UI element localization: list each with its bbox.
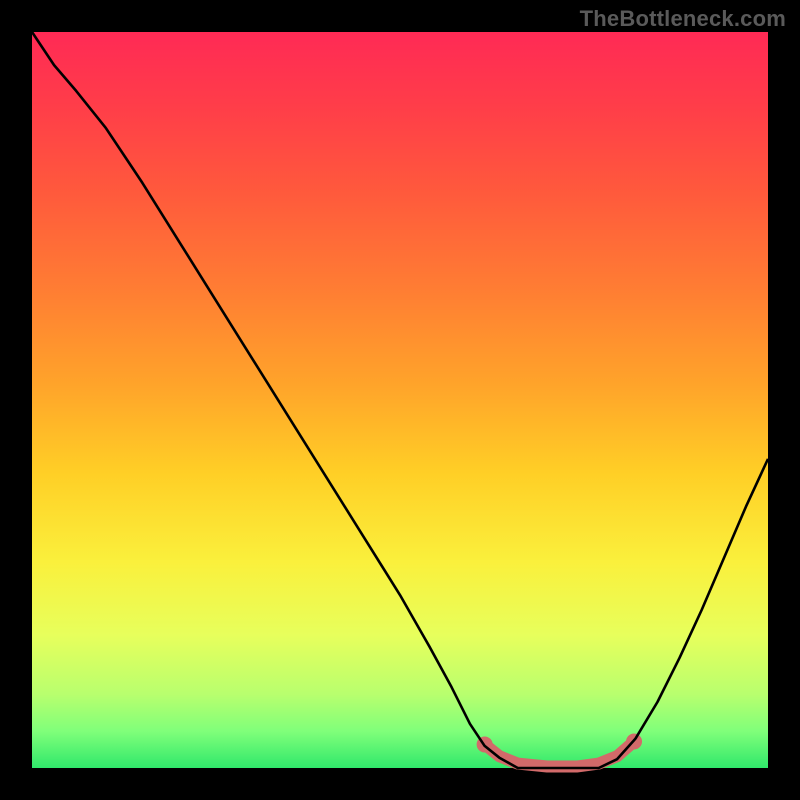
plot-background (32, 32, 768, 768)
watermark-text: TheBottleneck.com (580, 6, 786, 32)
chart-svg (0, 0, 800, 800)
chart-container: TheBottleneck.com (0, 0, 800, 800)
